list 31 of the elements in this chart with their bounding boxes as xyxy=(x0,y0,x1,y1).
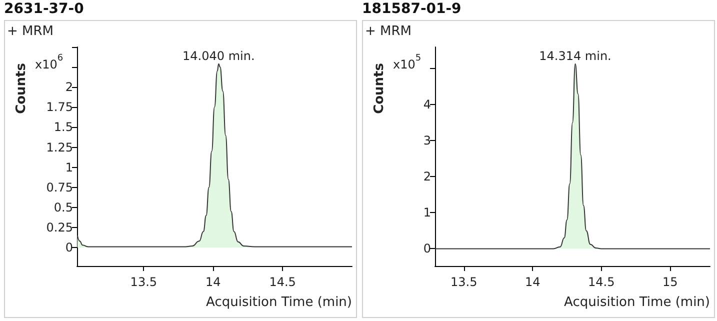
y-tick-label: 3 xyxy=(423,134,431,148)
annotation: 14.314 min. xyxy=(539,48,612,63)
y-tick-label: 2 xyxy=(423,170,431,184)
annotation: 14.040 min. xyxy=(182,48,255,63)
y-tick-label: 0 xyxy=(65,240,73,255)
x-axis-title: Acquisition Time (min) xyxy=(206,295,352,310)
x-tick-label: 13.5 xyxy=(450,275,478,289)
y-tick-label: 2 xyxy=(65,80,73,94)
x-tick-label: 15 xyxy=(662,275,678,289)
y-tick-label: 0.5 xyxy=(54,200,73,214)
y-tick-label: 1.75 xyxy=(46,100,73,114)
y-tick-label: 1 xyxy=(423,206,431,220)
y-tick-label: 1.5 xyxy=(54,120,73,134)
x-tick-label: 14 xyxy=(205,275,221,289)
x-axis-title: Acquisition Time (min) xyxy=(564,295,710,310)
x-tick-label: 13.5 xyxy=(130,275,158,289)
y-tick-label: 0.75 xyxy=(46,180,73,194)
y-tick-label: 0 xyxy=(423,242,431,256)
y-axis-title: Counts xyxy=(14,62,29,114)
y-axis-title: Counts xyxy=(372,62,387,114)
chart-title: 2631-37-0 xyxy=(4,0,85,19)
x-tick-label: 14.5 xyxy=(588,275,615,289)
chart-title: 181587-01-9 xyxy=(362,0,462,19)
y-tick-label: 0.25 xyxy=(46,220,73,234)
y-tick-label: 1 xyxy=(65,160,73,174)
text: + MRM xyxy=(7,24,54,39)
text: + MRM xyxy=(365,24,412,39)
y-tick-label: 4 xyxy=(423,98,431,112)
y-tick-label: 1.25 xyxy=(46,140,73,154)
x-tick-label: 14 xyxy=(524,275,540,289)
x-tick-label: 14.5 xyxy=(269,275,296,289)
